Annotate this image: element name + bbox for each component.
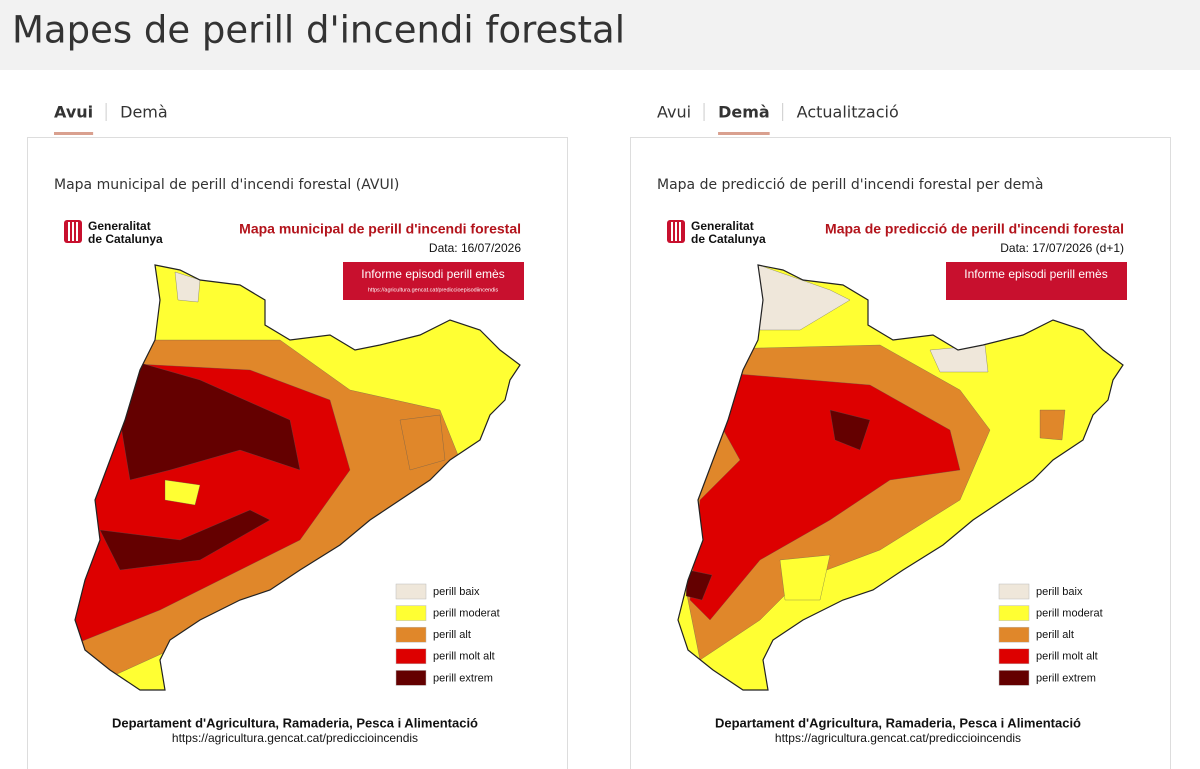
map-footer: Departament d'Agricultura, Ramaderia, Pe… — [112, 715, 478, 730]
legend-swatch — [998, 648, 1030, 665]
map-region — [829, 409, 871, 451]
tab[interactable]: Demà — [120, 103, 168, 122]
legend-label: perill extrem — [1036, 672, 1096, 684]
legend-swatch — [395, 648, 427, 665]
logo-stripe — [76, 222, 78, 241]
banner-url: https://agricultura.gencat.cat/prediccio… — [368, 287, 498, 293]
panel: Avui Demà Actualització Mapa de predicció d… — [630, 103, 1171, 769]
legend-swatch — [395, 626, 427, 643]
banner-text: Informe episodi perill emès — [964, 267, 1107, 281]
panel-caption: Mapa de predicció de perill d'incendi fo… — [657, 177, 1043, 193]
tab-underline — [718, 132, 770, 135]
legend-label: perill alt — [433, 629, 471, 641]
map-date: Data: 17/07/2026 (d+1) — [1000, 241, 1124, 255]
map-footer-url: https://agricultura.gencat.cat/prediccio… — [775, 731, 1021, 745]
legend-swatch — [395, 583, 427, 600]
logo-stripe — [72, 222, 74, 241]
tab-underline — [54, 132, 94, 135]
legend-label: perill moderat — [1036, 608, 1103, 620]
map-outline — [677, 264, 1124, 691]
map-date: Data: 16/07/2026 — [429, 241, 521, 255]
legend-swatch — [998, 583, 1030, 600]
map-region — [689, 369, 961, 621]
tab[interactable]: Avui — [54, 103, 93, 122]
map-region — [119, 359, 301, 481]
logo-text: de Catalunya — [691, 232, 766, 246]
banner-text: Informe episodi perill emès — [361, 267, 504, 281]
map-region — [1039, 409, 1066, 441]
logo-stripe — [671, 222, 673, 241]
map-regions — [75, 271, 461, 690]
legend-label: perill baix — [433, 586, 480, 598]
map-footer: Departament d'Agricultura, Ramaderia, Pe… — [715, 715, 1081, 730]
map-title: Mapa municipal de perill d'incendi fores… — [239, 221, 521, 237]
panel-caption: Mapa municipal de perill d'incendi fores… — [54, 177, 399, 193]
map-region — [779, 554, 831, 601]
logo-stripe — [679, 222, 681, 241]
map-region — [164, 479, 201, 506]
legend-label: perill molt alt — [1036, 651, 1098, 663]
logo-stripe — [68, 222, 70, 241]
legend-swatch — [998, 605, 1030, 621]
legend-swatch — [998, 626, 1030, 643]
legend-label: perill alt — [1036, 629, 1074, 641]
page-title: Mapes de perill d'incendi forestal — [12, 9, 625, 52]
map-region — [399, 414, 446, 471]
map-regions — [679, 265, 1066, 661]
legend-swatch — [395, 670, 427, 686]
logo-text: Generalitat — [691, 219, 754, 233]
legend-swatch — [395, 605, 427, 621]
legend-label: perill baix — [1036, 586, 1083, 598]
header-bar — [0, 0, 1200, 70]
panel-box — [630, 137, 1171, 769]
map-region — [99, 509, 271, 571]
map-footer-url: https://agricultura.gencat.cat/prediccio… — [172, 731, 418, 745]
legend-label: perill extrem — [433, 672, 493, 684]
banner[interactable] — [343, 262, 524, 300]
tab[interactable]: Avui — [657, 103, 691, 122]
map-title: Mapa de predicció de perill d'incendi fo… — [825, 221, 1124, 237]
legend-swatch — [998, 670, 1030, 686]
map-outline — [74, 264, 521, 691]
tab[interactable]: Demà — [718, 103, 770, 122]
logo-stripe — [675, 222, 677, 241]
panel: Avui Demà Mapa municipal de perill d'incen… — [27, 103, 568, 769]
logo-text: Generalitat — [88, 219, 151, 233]
map-region — [174, 271, 201, 303]
panel-box — [27, 137, 568, 769]
legend-label: perill moderat — [433, 608, 500, 620]
logo-text: de Catalunya — [88, 232, 163, 246]
banner[interactable] — [946, 262, 1127, 300]
legend-label: perill molt alt — [433, 651, 495, 663]
tab[interactable]: Actualització — [797, 103, 899, 122]
